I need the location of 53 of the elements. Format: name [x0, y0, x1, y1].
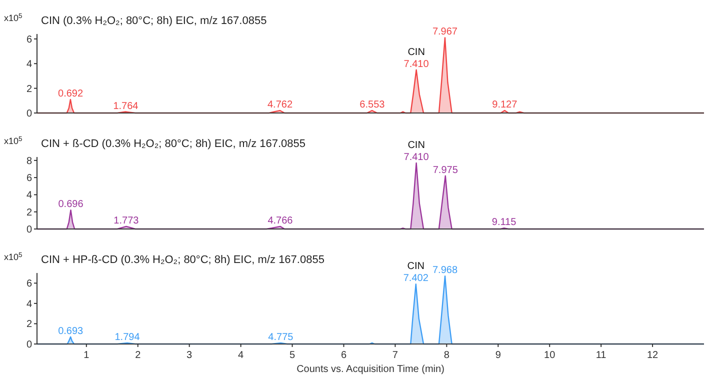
x-axis-title: Counts vs. Acquisition Time (min)	[296, 364, 444, 375]
annotation: 0.696	[58, 199, 84, 210]
annotation: CIN	[408, 140, 425, 151]
annotation: 7.975	[432, 164, 458, 176]
y-tick-label: 2	[26, 207, 32, 218]
x-tick-label: 8	[444, 350, 450, 361]
y-tick-label: 4	[26, 190, 32, 202]
x-tick-label: 11	[596, 350, 607, 361]
y-tick-label: 4	[26, 298, 32, 310]
chart-title: CIN (0.3% H₂O₂; 80°C; 8h) EIC, m/z 167.0855	[41, 15, 267, 27]
y-tick-label: 2	[26, 84, 32, 95]
x-tick-label: 3	[186, 350, 193, 361]
annotation: 9.127	[492, 100, 518, 111]
annotation: 7.402	[403, 273, 429, 284]
y-axis-title: x10$^{5}$	[4, 252, 23, 262]
x-tick-label: 9	[495, 350, 502, 361]
x-tick-label: 5	[289, 350, 296, 361]
annotation: 1.764	[113, 100, 139, 112]
y-tick-label: 0	[26, 108, 32, 120]
y-tick-label: 2	[26, 319, 32, 330]
annotation: 0.692	[58, 88, 84, 100]
y-tick-label: 0	[26, 340, 32, 350]
annotation: 7.967	[432, 26, 458, 38]
x-tick-label: 4	[238, 350, 244, 361]
annotation: 4.766	[268, 215, 294, 226]
y-axis-title: x10$^{5}$	[4, 12, 23, 23]
y-tick-label: 6	[26, 278, 32, 290]
y-tick-label: 6	[26, 34, 32, 46]
annotation: 1.773	[114, 215, 140, 226]
annotation: 7.410	[404, 152, 430, 163]
x-tick-label: 10	[544, 350, 556, 361]
y-axis-title: x10$^{5}$	[4, 136, 23, 146]
annotation: 0.693	[58, 326, 84, 337]
y-tick-label: 0	[26, 224, 32, 236]
y-tick-label: 8	[26, 156, 32, 167]
annotation: 7.968	[432, 265, 458, 276]
annotation: 7.410	[404, 58, 430, 70]
annotation: 4.762	[268, 100, 293, 111]
annotation: CIN	[407, 261, 425, 272]
x-tick-label: 7	[392, 350, 398, 361]
annotation: 9.115	[492, 217, 517, 228]
x-tick-label: 1	[84, 350, 90, 361]
chart-title: CIN + ß-CD (0.3% H₂O₂; 80°C; 8h) EIC, m/z 167.0855	[41, 138, 306, 150]
x-tick-label: 12	[646, 350, 659, 361]
x-tick-label: 2	[135, 350, 142, 361]
annotation: 4.775	[268, 332, 294, 343]
x-tick-label: 6	[340, 350, 347, 361]
y-tick-label: 4	[26, 59, 32, 70]
annotation: CIN	[408, 46, 425, 58]
y-tick-label: 6	[26, 173, 32, 184]
annotation: 1.794	[114, 332, 140, 343]
chart-title: CIN + HP-ß-CD (0.3% H₂O₂; 80°C; 8h) EIC, m/z 167.0855	[41, 254, 324, 266]
annotation: 6.553	[360, 100, 386, 111]
